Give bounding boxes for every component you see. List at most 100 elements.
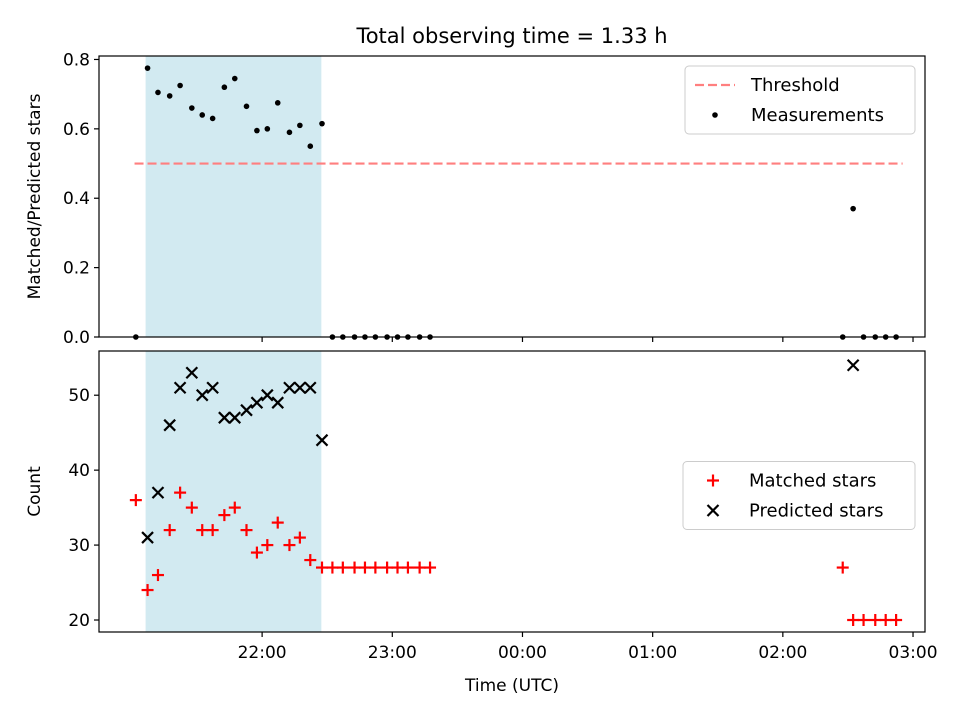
ratio-y-axis-label: Matched/Predicted stars [25,93,45,299]
legend-label: Measurements [751,105,884,126]
count-point [196,524,209,537]
count-point [836,561,849,574]
count-point [240,403,253,417]
count-point [174,486,187,499]
y-tick-label: 0.4 [63,189,90,209]
count-point [151,486,165,499]
count-point [381,561,394,574]
legend-box [682,461,916,530]
count-point [336,561,349,574]
count-panel: 20 30 40 50 22:00 23:00 00:00 01:00 02:00 03:00 Co… [25,350,938,663]
ratio-point [199,112,206,118]
x-axis-label: Time (UTC) [464,676,559,696]
count-point [869,614,882,627]
count-point [413,561,426,574]
x-tick-label: 00:00 [498,643,547,663]
ratio-point [286,129,293,136]
count-point [206,524,219,537]
y-tick-label: 20 [68,611,90,631]
count-point [218,411,231,424]
count-point [890,614,903,627]
x-stroke-b [271,396,285,409]
count-point [129,494,142,507]
count-point [195,388,209,402]
x-stroke-b [206,381,219,394]
ratio-axes-frame [98,55,926,338]
x-stroke-b [173,381,187,394]
ratio-point [307,143,314,149]
count-point [283,539,296,552]
count-point [424,561,437,574]
y-tick-label: 40 [68,461,90,481]
count-point [250,546,263,559]
y-tick-label: 0.0 [63,328,90,348]
count-point [185,366,199,380]
legend-marker-x [706,504,720,517]
count-point [261,539,274,552]
count-point [857,614,870,627]
x-stroke-b [846,358,860,372]
count-point [369,561,382,574]
y-tick-label: 0.6 [63,120,90,140]
ratio-panel: 0.0 0.2 0.4 0.6 0.8 Matched/Predicted stars Th… [25,50,926,348]
count-point [293,531,306,544]
count-point [163,418,176,432]
y-tick-label: 0.8 [63,50,90,70]
count-point [141,531,154,544]
x-tick-label: 22:00 [238,643,287,663]
x-stroke-b [293,381,307,394]
ratio-point [221,84,228,91]
count-point [348,561,361,574]
ratio-point [177,82,183,89]
ratio-point [254,127,260,134]
x-stroke-b [195,388,209,402]
count-point [206,381,219,394]
legend-label: Threshold [750,75,840,96]
x-stroke-b [163,418,176,432]
count-point [271,396,285,409]
count-point [391,561,404,574]
y-tick-label: 0.2 [63,259,90,279]
ratio-point [189,105,195,111]
count-point [293,381,307,394]
count-series-x [141,358,860,544]
count-point [141,584,154,597]
ratio-observing-span [145,56,322,337]
ratio-point [243,103,250,110]
count-y-axis-label: Count [25,466,45,517]
count-point [304,381,317,394]
x-stroke-b [218,411,231,424]
count-point [240,524,253,537]
count-point [847,614,860,627]
count-point [163,524,176,537]
x-stroke-b [141,531,154,544]
y-tick-label: 50 [68,386,90,406]
count-legend: Matched stars Predicted stars [682,461,916,530]
count-point [228,411,242,424]
x-stroke-b [304,381,317,394]
count-point [173,381,187,394]
count-point [151,569,164,582]
x-stroke-b [315,433,329,447]
ratio-point [274,100,281,106]
x-stroke-b [151,486,165,499]
count-point [250,396,264,409]
ratio-point [264,126,271,132]
count-point [401,561,414,574]
count-point [261,388,274,402]
x-stroke-b [283,381,296,394]
count-point [283,381,296,394]
count-point [358,561,371,574]
x-stroke-b [250,396,264,409]
ratio-series-dot [133,65,899,340]
x-tick-label: 23:00 [368,643,417,663]
x-stroke-b [706,504,720,517]
count-observing-span [145,351,322,632]
x-stroke-b [185,366,199,380]
ratio-point [155,89,161,96]
x-stroke-b [240,403,253,417]
legend-marker-dot [712,112,718,118]
chart-title: Total observing time = 1.33 h [355,24,667,48]
ratio-legend: Threshold Measurements [684,65,916,135]
